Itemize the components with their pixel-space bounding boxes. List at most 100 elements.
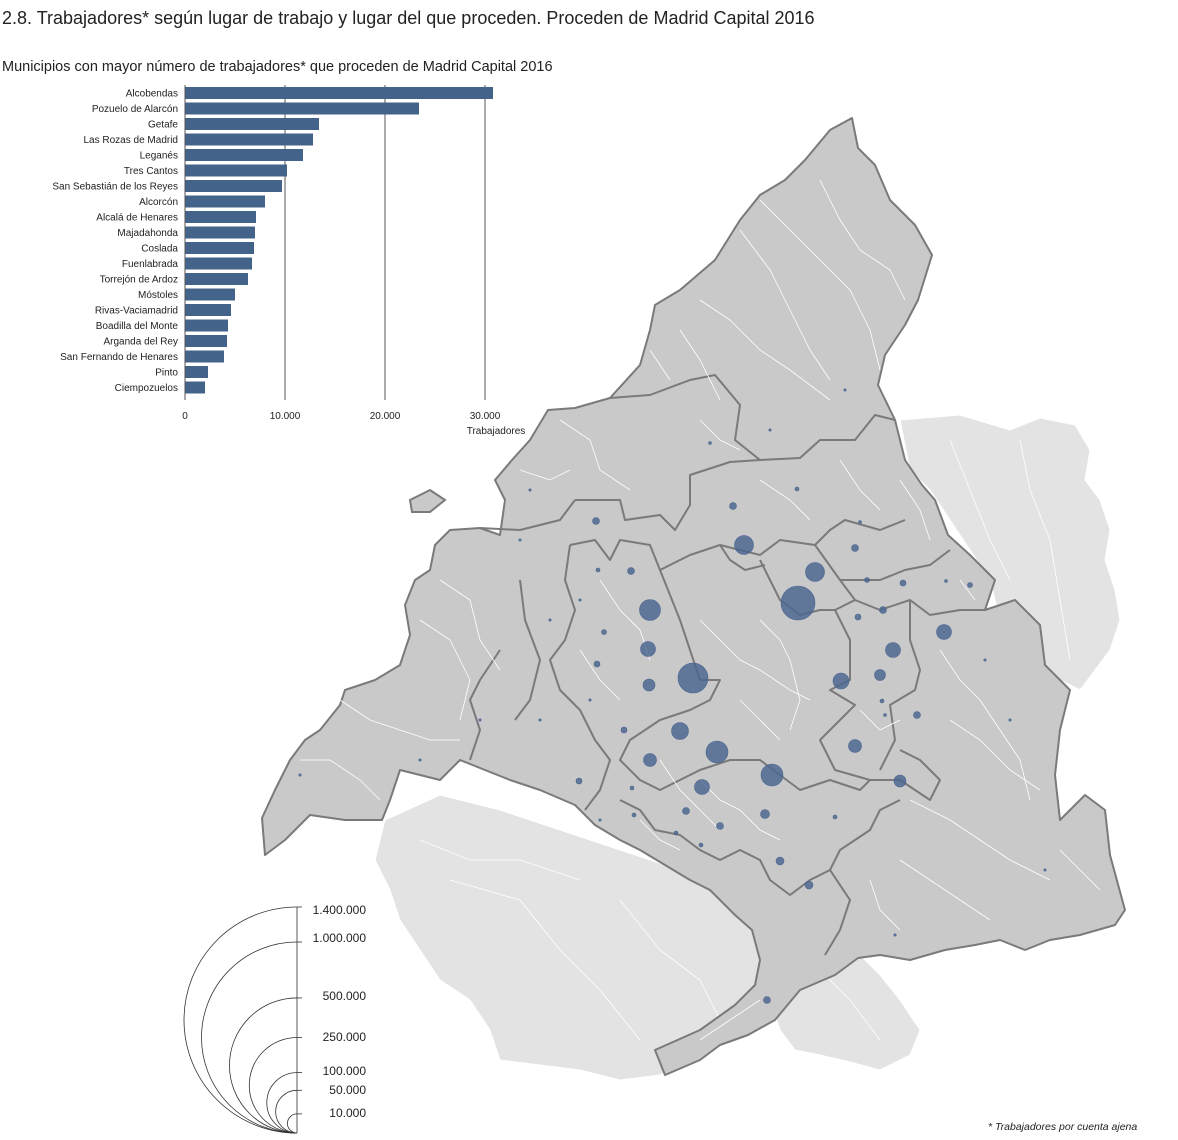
bubble: [734, 535, 754, 555]
bubble: [983, 658, 987, 662]
chart-tick-labels: 0 10.000 20.000 30.000: [182, 411, 501, 422]
legend-labels: 1.400.000 1.000.000 500.000 250.000 100.000 5…: [313, 903, 367, 1120]
chart-tick-label: 20.000: [370, 411, 401, 422]
bubble: [854, 613, 862, 621]
page-title: 2.8. Trabajadores* según lugar de trabaj…: [2, 8, 815, 28]
chart-bar: [185, 366, 208, 378]
bubble: [864, 577, 870, 583]
chart-bar: [185, 257, 252, 270]
bubble: [763, 996, 771, 1004]
chart-bar: [185, 149, 303, 161]
bubble: [879, 606, 887, 614]
bubble: [851, 544, 859, 552]
bubble: [640, 641, 656, 657]
chart-bars: [185, 87, 493, 394]
bubble: [775, 856, 785, 866]
chart-category-label: Pinto: [155, 368, 178, 379]
chart-category-label: Pozuelo de Alarcón: [92, 104, 178, 115]
chart-category-label: Arganda del Rey: [104, 337, 179, 348]
legend-circle: [229, 997, 297, 1134]
madrid-region: [261, 117, 1126, 1076]
madrid-nw-arm: [408, 488, 447, 513]
bubble: [575, 777, 583, 785]
chart-title: Municipios con mayor número de trabajado…: [2, 59, 553, 75]
chart-category-label: San Sebastián de los Reyes: [52, 182, 178, 193]
chart-category-label: Coslada: [141, 244, 178, 255]
chart-bar: [185, 335, 227, 347]
outside-east-region: [899, 414, 1121, 691]
chart-category-label: Las Rozas de Madrid: [84, 135, 179, 146]
bubble: [885, 642, 901, 658]
bubble: [694, 779, 710, 795]
bubble: [944, 579, 948, 583]
bubble: [677, 662, 709, 694]
bubble: [805, 562, 825, 582]
bubble: [832, 814, 838, 820]
chart-bar: [185, 164, 287, 177]
chart-category-label: Boadilla del Monte: [96, 321, 179, 332]
bubble: [639, 599, 661, 621]
legend-label: 500.000: [323, 989, 367, 1003]
legend-circles: [183, 906, 302, 1134]
bubble: [874, 669, 886, 681]
bubble: [913, 711, 921, 719]
bubble: [682, 807, 690, 815]
chart-category-label: Alcalá de Henares: [96, 213, 178, 224]
legend-label: 250.000: [323, 1030, 367, 1044]
legend-label: 10.000: [329, 1106, 366, 1120]
chart-category-label: Getafe: [148, 120, 178, 131]
bubble: [478, 718, 482, 722]
chart-category-label: Rivas-Vaciamadrid: [95, 306, 178, 317]
chart-bar: [185, 118, 319, 130]
bubble: [588, 698, 592, 702]
bubble: [843, 388, 847, 392]
footnote: * Trabajadores por cuenta ajena: [988, 1121, 1138, 1133]
bubble: [578, 598, 582, 602]
bubble: [538, 718, 542, 722]
bubble: [528, 488, 532, 492]
bubble: [768, 428, 772, 432]
outside-internal-boundaries: [419, 439, 1071, 1041]
chart-bar: [185, 288, 235, 301]
bubble: [883, 713, 887, 717]
chart-bar: [185, 304, 231, 316]
chart-bar: [185, 211, 256, 223]
bubble: [298, 773, 302, 777]
bubble: [518, 538, 522, 542]
bubble: [858, 520, 862, 524]
chart-bar: [185, 87, 493, 99]
bubble: [705, 740, 729, 764]
bar-chart: Alcobendas Pozuelo de Alarcón Getafe Las Ro…: [52, 85, 526, 437]
bubble: [1043, 868, 1047, 872]
chart-grid: [284, 85, 486, 400]
chart-category-label: Torrejón de Ardoz: [100, 275, 178, 286]
bubble-legend: 1.400.000 1.000.000 500.000 250.000 100.000 5…: [183, 903, 367, 1134]
bubble: [848, 739, 862, 753]
bubble: [729, 502, 737, 510]
chart-category-label: Alcorcón: [139, 197, 178, 208]
bubble: [899, 579, 907, 587]
bubble: [879, 698, 885, 704]
municipal-boundaries: [300, 179, 1101, 1041]
bubble: [593, 660, 601, 668]
chart-x-axis-label: Trabajadores: [467, 426, 526, 437]
bubble: [629, 785, 635, 791]
chart-category-label: Majadahonda: [117, 228, 178, 239]
chart-bar: [185, 195, 265, 208]
chart-category-label: San Fernando de Henares: [60, 352, 178, 363]
chart-category-label: Alcobendas: [126, 89, 178, 100]
chart-tick-label: 0: [182, 411, 188, 422]
legend-circle: [183, 906, 297, 1134]
chart-bar: [185, 242, 254, 254]
bubble: [620, 726, 628, 734]
bubble: [627, 567, 635, 575]
bubble: [671, 722, 689, 740]
chart-tick-label: 30.000: [470, 411, 501, 422]
bubble: [794, 486, 800, 492]
chart-bar: [185, 226, 255, 239]
chart-bar: [185, 133, 313, 146]
bubble: [595, 567, 601, 573]
chart-bar: [185, 381, 205, 394]
chart-category-labels: Alcobendas Pozuelo de Alarcón Getafe Las Ro…: [52, 89, 178, 395]
chart-category-label: Leganés: [140, 151, 178, 162]
